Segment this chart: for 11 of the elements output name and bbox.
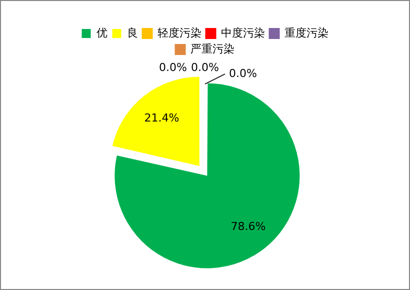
data-label: 21.4% xyxy=(144,112,180,125)
text: 0.0% xyxy=(159,60,187,74)
text: 0.0% xyxy=(191,60,219,74)
legend-label: 中度污染 xyxy=(220,26,265,40)
legend-label: 轻度污染 xyxy=(157,26,202,40)
legend-label: 严重污染 xyxy=(190,42,234,56)
legend-label: 良 xyxy=(126,26,138,40)
legend-label: 优 xyxy=(96,26,108,40)
data-label: 78.6% xyxy=(230,220,266,234)
text: 0.0% xyxy=(229,66,257,80)
legend-label: 重度污染 xyxy=(284,26,328,40)
